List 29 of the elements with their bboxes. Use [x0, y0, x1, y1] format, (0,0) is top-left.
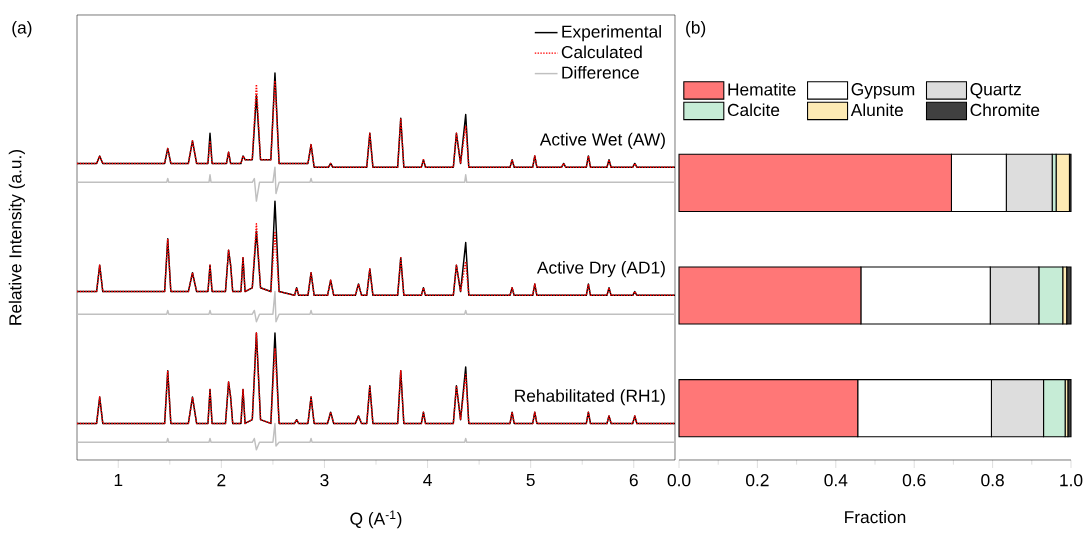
legend-label: Gypsum — [851, 83, 915, 99]
x-tick-label: 2 — [217, 474, 226, 487]
x-tick-label: 1.0 — [1060, 474, 1083, 487]
x-tick-label: 0.0 — [667, 474, 691, 487]
x-axis-title: Fraction — [845, 510, 906, 524]
legend-label: Hematite — [728, 82, 796, 96]
x-axis-title: Q (A$^{-1}$) — [350, 510, 402, 529]
legend-label: Alunite — [850, 103, 903, 117]
chart-title: (b) — [686, 21, 706, 38]
x-tick-label: 5 — [526, 474, 535, 487]
x-tick-label: 0.2 — [746, 474, 769, 487]
legend-label: Calculated — [561, 45, 642, 59]
annotation: Rehabilitated (RH1) — [515, 389, 665, 406]
legend-label: Difference — [562, 66, 639, 79]
x-tick-label: 0.6 — [902, 474, 926, 487]
legend-label: Chromite — [970, 103, 1040, 117]
legend-label: Quartz — [970, 83, 1021, 99]
x-tick-label: 0.8 — [981, 474, 1004, 487]
x-tick-label: 6 — [629, 474, 638, 487]
x-tick-label: 0.4 — [824, 474, 848, 487]
x-tick-label: 4 — [423, 474, 432, 486]
chart-title: (a) — [12, 21, 32, 38]
legend-label: Experimental — [562, 25, 661, 42]
y-axis-title: Relative Intensity (a.u.) — [8, 149, 25, 325]
annotation: Active Dry (AD1) — [536, 261, 665, 278]
annotation: Active Wet (AW) — [539, 132, 665, 150]
x-tick-label: 1 — [114, 474, 123, 486]
x-tick-label: 3 — [320, 474, 329, 487]
legend-label: Calcite — [727, 103, 780, 117]
